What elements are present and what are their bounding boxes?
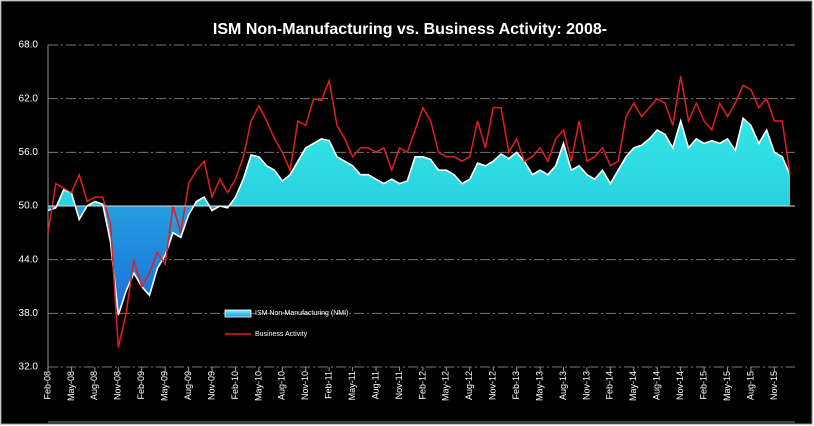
- x-tick-label: Aug-08: [89, 371, 99, 400]
- x-tick-label: May-12: [441, 371, 451, 401]
- y-tick-label: 50.0: [19, 201, 39, 212]
- x-tick-label: Nov-15: [769, 371, 779, 400]
- x-tick-label: Nov-11: [394, 371, 404, 399]
- legend-label: ISM Non-Manufacturing (NMI): [255, 310, 348, 317]
- x-tick-label: Feb-14: [605, 371, 615, 400]
- x-tick-label: Nov-09: [206, 371, 216, 400]
- x-tick-label: May-13: [534, 371, 544, 401]
- x-tick-label: May-08: [66, 371, 76, 401]
- x-tick-label: Nov-08: [113, 371, 123, 400]
- x-tick-label: Aug-11: [370, 371, 380, 399]
- x-tick-label: Feb-11: [324, 371, 334, 399]
- x-tick-label: Feb-10: [230, 371, 240, 400]
- x-tick-label: Aug-09: [183, 371, 193, 400]
- x-tick-label: Aug-15: [745, 371, 755, 400]
- x-tick-label: Feb-15: [698, 371, 708, 400]
- x-tick-label: Nov-14: [675, 371, 685, 400]
- legend-swatch: [224, 309, 252, 318]
- x-tick-label: Nov-10: [300, 371, 310, 400]
- y-tick-label: 62.0: [19, 93, 39, 104]
- x-tick-label: May-11: [347, 371, 357, 400]
- area-positive: [48, 118, 790, 206]
- x-tick-label: Nov-13: [581, 371, 591, 400]
- x-tick-label: May-14: [628, 371, 638, 401]
- x-tick-label: Aug-13: [558, 371, 568, 400]
- x-tick-label: Aug-10: [277, 371, 287, 400]
- chart-title: ISM Non-Manufacturing vs. Business Activ…: [213, 21, 607, 38]
- y-tick-label: 44.0: [19, 254, 39, 265]
- x-tick-label: May-15: [722, 371, 732, 401]
- y-tick-label: 68.0: [19, 40, 39, 51]
- x-tick-label: Aug-14: [652, 371, 662, 400]
- y-tick-label: 38.0: [19, 308, 39, 319]
- x-tick-label: Aug-12: [464, 371, 474, 400]
- area-outline: [47, 116, 791, 316]
- x-tick-label: May-10: [253, 371, 263, 401]
- area-negative: [48, 206, 790, 316]
- x-tick-label: Nov-12: [488, 371, 498, 400]
- x-tick-label: Feb-12: [417, 371, 427, 400]
- x-tick-label: Feb-09: [136, 371, 146, 400]
- y-tick-label: 56.0: [19, 147, 39, 158]
- x-tick-label: May-09: [160, 371, 170, 401]
- x-tick-label: Feb-08: [42, 371, 52, 400]
- legend-label: Business Activity: [255, 331, 308, 338]
- line: [47, 76, 791, 348]
- y-tick-label: 32.0: [19, 362, 39, 373]
- x-tick-label: Feb-13: [511, 371, 521, 400]
